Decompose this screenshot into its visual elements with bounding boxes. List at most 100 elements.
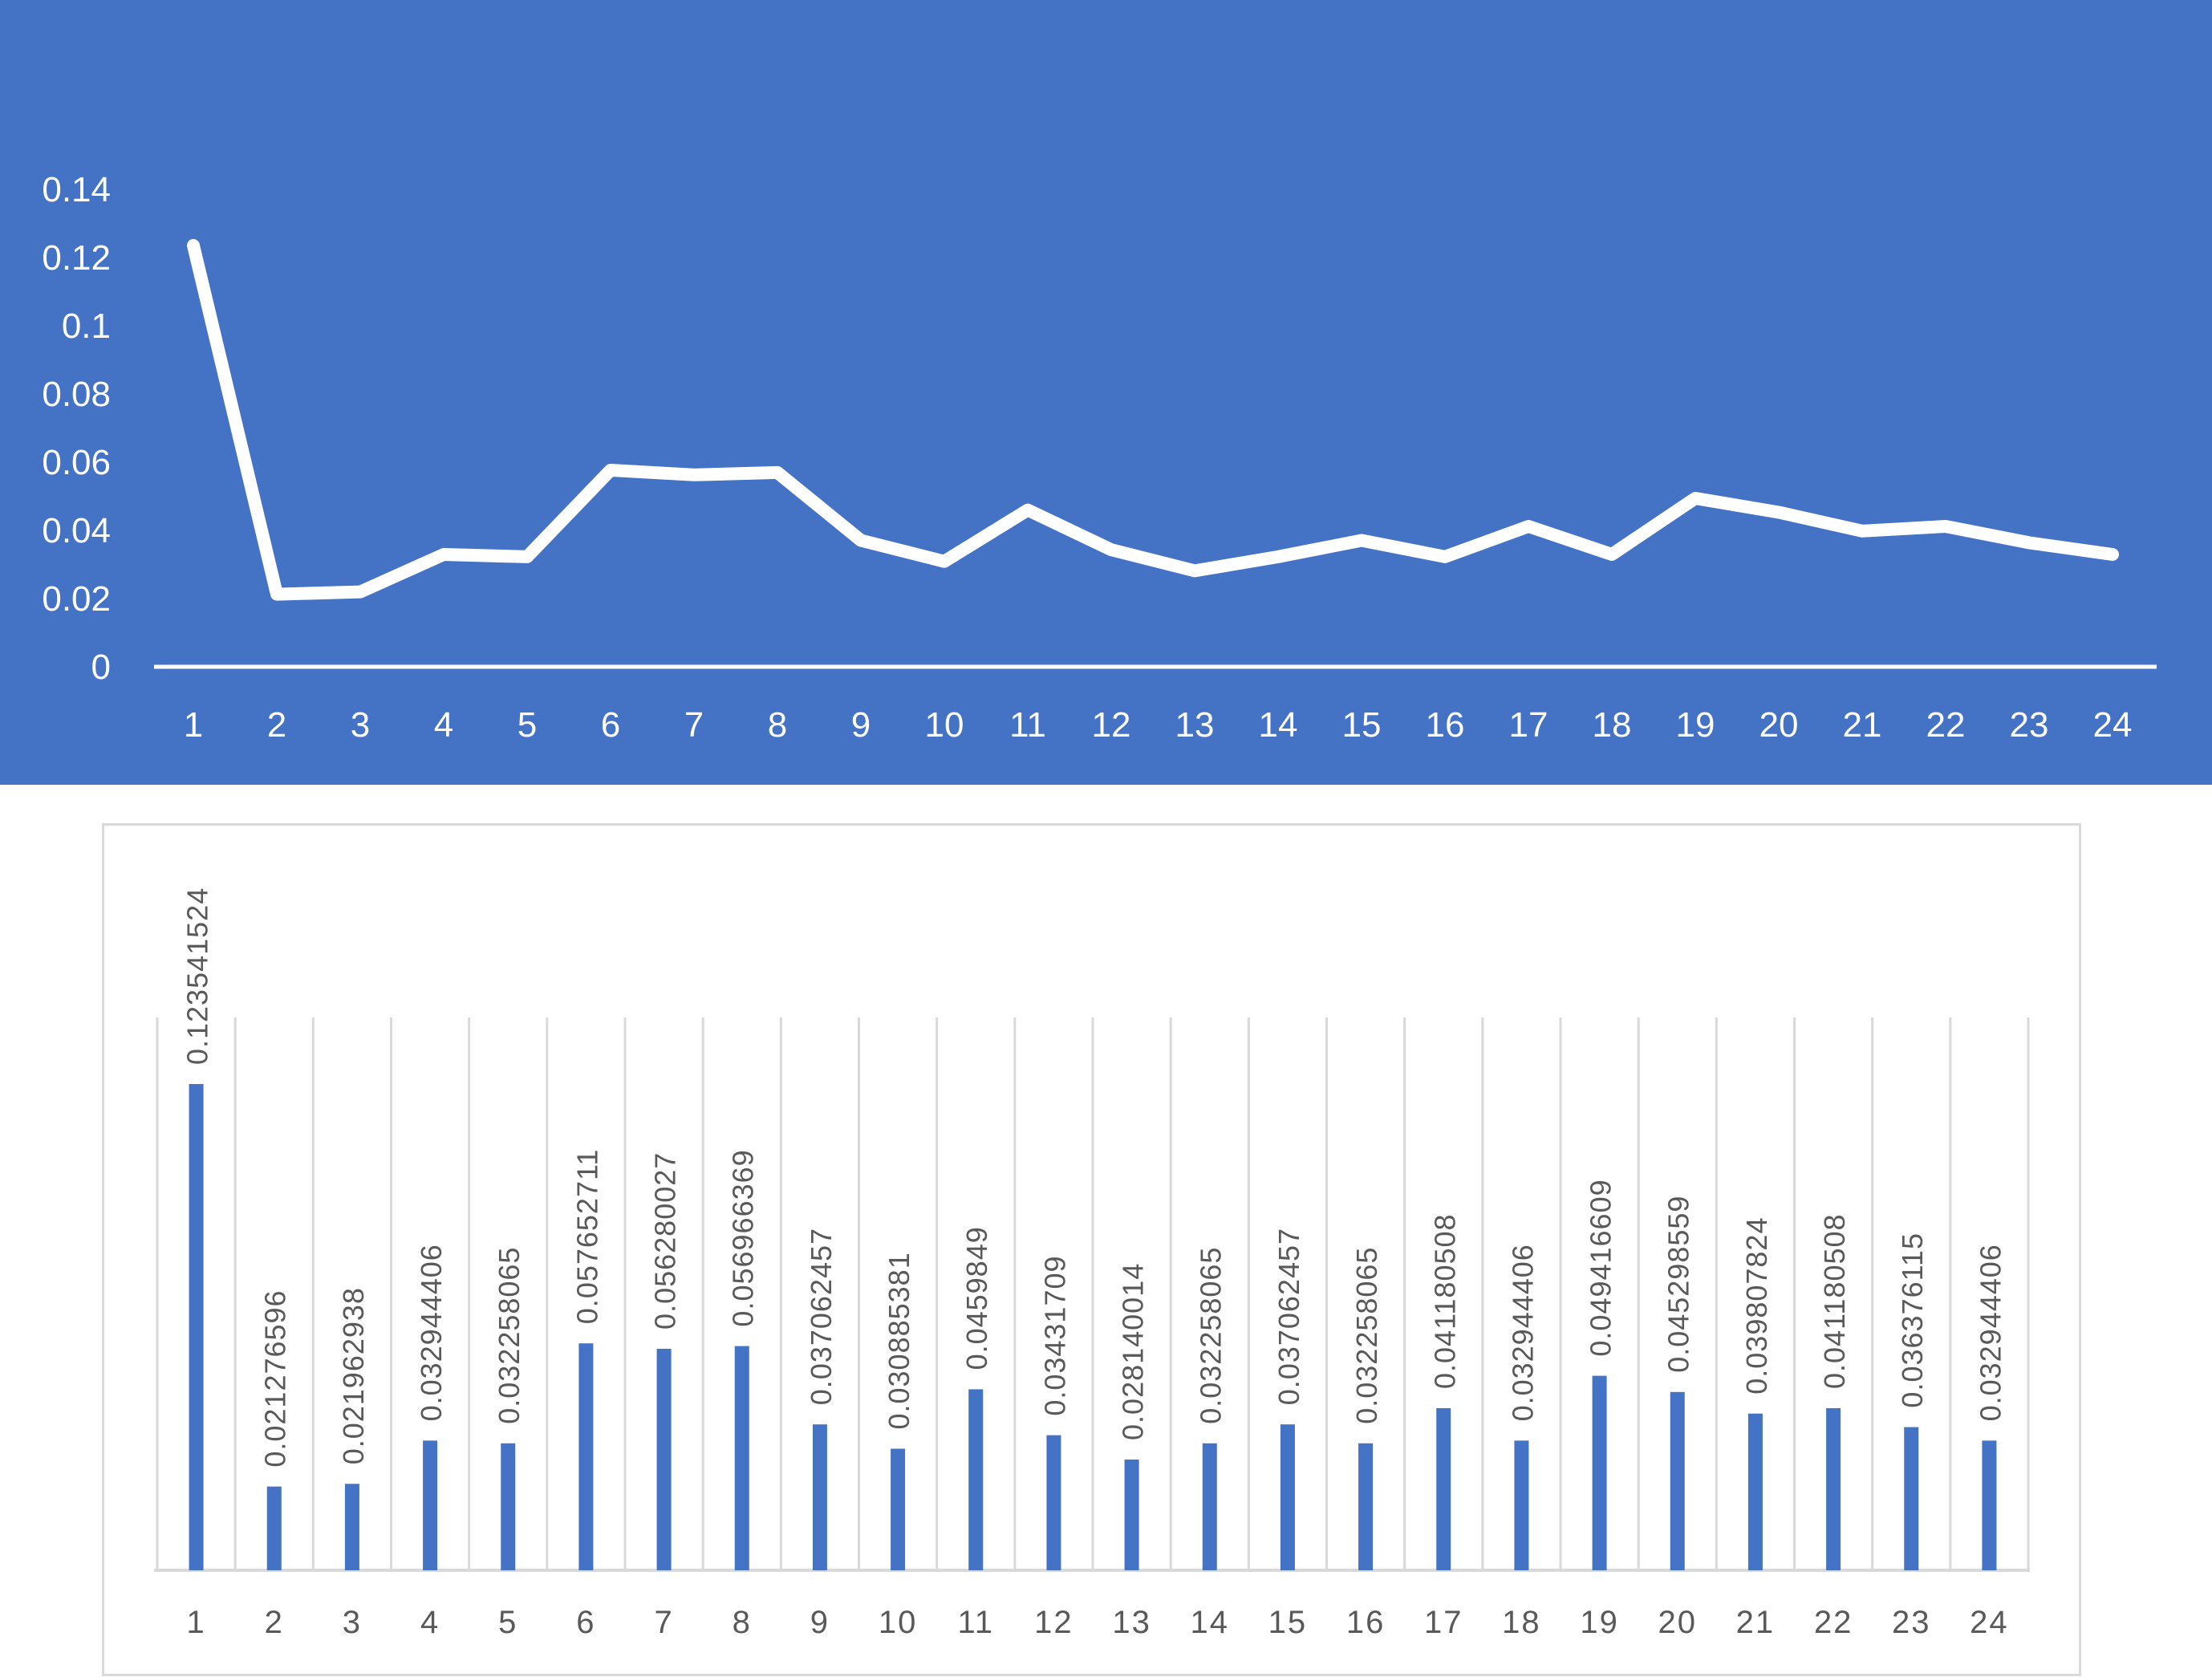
- data-label: 0.032258065: [1350, 1247, 1383, 1424]
- y-tick-label: 0.1: [62, 307, 111, 346]
- x-tick-label: 5: [498, 1605, 517, 1640]
- x-tick-label: 6: [576, 1605, 595, 1640]
- x-tick-label: 11: [957, 1605, 994, 1640]
- bar: [423, 1440, 438, 1570]
- x-tick-label: 2: [267, 705, 286, 745]
- y-tick-label: 0.02: [42, 579, 111, 619]
- bar: [578, 1343, 594, 1570]
- bar: [266, 1486, 282, 1570]
- x-tick-label: 17: [1509, 705, 1548, 745]
- x-tick-label: 20: [1658, 1605, 1698, 1640]
- data-label: 0.049416609: [1585, 1179, 1617, 1356]
- x-tick-label: 14: [1191, 1605, 1230, 1640]
- x-tick-label: 14: [1259, 705, 1298, 745]
- data-label: 0.045298559: [1662, 1196, 1695, 1373]
- x-tick-label: 24: [1970, 1605, 2009, 1640]
- bar: [812, 1424, 827, 1570]
- data-label: 0.036376115: [1896, 1232, 1929, 1408]
- data-label: 0.041180508: [1818, 1213, 1851, 1389]
- data-label: 0.056280027: [649, 1152, 682, 1330]
- x-tick-label: 2: [265, 1605, 284, 1640]
- x-tick-label: 12: [1034, 1605, 1074, 1640]
- bar: [1747, 1413, 1763, 1570]
- x-tick-label: 23: [2010, 705, 2049, 745]
- x-tick-label: 21: [1843, 705, 1882, 745]
- x-tick-label: 13: [1112, 1605, 1151, 1640]
- x-tick-label: 9: [851, 705, 871, 745]
- data-label: 0.123541524: [181, 887, 214, 1065]
- data-label: 0.037062457: [1272, 1228, 1305, 1405]
- bar: [1124, 1459, 1139, 1570]
- data-label: 0.032258065: [1195, 1247, 1228, 1424]
- y-tick-label: 0.08: [42, 375, 111, 414]
- series-line: [187, 238, 2119, 601]
- x-tick-label: 24: [2093, 705, 2133, 745]
- data-label: 0.057652711: [570, 1149, 603, 1325]
- data-label: 0.028140014: [1117, 1263, 1150, 1440]
- x-tick-label: 22: [1814, 1605, 1853, 1640]
- data-label: 0.021276596: [259, 1289, 292, 1467]
- x-tick-label: 18: [1502, 1605, 1541, 1640]
- bar: [968, 1389, 984, 1570]
- x-tick-label: 4: [434, 705, 453, 745]
- x-tick-label: 22: [1926, 705, 1966, 745]
- bar: [1046, 1435, 1061, 1570]
- bar: [1514, 1440, 1529, 1570]
- x-tick-label: 10: [879, 1605, 918, 1640]
- bar: [656, 1348, 672, 1570]
- x-tick-label: 15: [1268, 1605, 1308, 1640]
- x-tick-label: 3: [343, 1605, 362, 1640]
- x-tick-label: 7: [654, 1605, 673, 1640]
- bar: [1436, 1408, 1451, 1570]
- data-label: 0.056966369: [727, 1149, 760, 1326]
- x-tick-label: 21: [1736, 1605, 1776, 1640]
- x-tick-label: 5: [517, 705, 537, 745]
- x-tick-label: 23: [1892, 1605, 1931, 1640]
- x-tick-label: 8: [733, 1605, 752, 1640]
- y-tick-label: 0.14: [42, 170, 111, 209]
- x-tick-label: 7: [684, 705, 704, 745]
- x-tick-label: 17: [1424, 1605, 1463, 1640]
- x-tick-label: 20: [1759, 705, 1799, 745]
- data-label: 0.032258065: [493, 1247, 526, 1424]
- x-tick-label: 13: [1175, 705, 1215, 745]
- x-tick-label: 8: [768, 705, 787, 745]
- line-chart: 00.020.040.060.080.10.120.14 1 2 3 4 5 6 7 8 9 10…: [42, 170, 2157, 745]
- bar: [1358, 1443, 1374, 1570]
- data-label: 0.039807824: [1740, 1217, 1773, 1395]
- x-tick-label: 19: [1580, 1605, 1619, 1640]
- data-label: 0.032944406: [1974, 1244, 2007, 1421]
- x-tick-label: 1: [184, 705, 203, 745]
- bar: [734, 1346, 749, 1570]
- bar: [1826, 1408, 1841, 1570]
- bar: [501, 1443, 516, 1570]
- x-tick-label: 11: [1009, 705, 1046, 745]
- data-label: 0.037062457: [805, 1228, 838, 1405]
- bar: [189, 1084, 204, 1570]
- x-tick-label: 16: [1346, 1605, 1386, 1640]
- data-label: 0.032944406: [1506, 1244, 1539, 1421]
- data-label: 0.021962938: [337, 1287, 370, 1464]
- bar: [1670, 1391, 1685, 1570]
- x-tick-label: 1: [186, 1605, 205, 1640]
- data-label: 0.03431709: [1038, 1255, 1071, 1415]
- bar: [1904, 1427, 1919, 1570]
- data-label: 0.030885381: [883, 1252, 915, 1429]
- x-tick-label: 16: [1426, 705, 1465, 745]
- bar: [1280, 1424, 1295, 1570]
- bar: [344, 1484, 359, 1570]
- y-tick-label: 0: [91, 648, 111, 687]
- data-label: 0.032944406: [415, 1244, 448, 1421]
- x-tick-label: 10: [925, 705, 964, 745]
- x-tick-label: 6: [601, 705, 620, 745]
- data-label: 0.041180508: [1428, 1213, 1461, 1389]
- x-tick-label: 4: [420, 1605, 440, 1640]
- x-tick-label: 9: [810, 1605, 830, 1640]
- bar: [1982, 1440, 1997, 1570]
- x-tick-label: 12: [1092, 705, 1131, 745]
- y-tick-label: 0.12: [42, 238, 111, 278]
- line-chart-panel: 0 0.02 0.04 0.06 0.08 0.1 0.12 0.14 1 2 3 4 5 6 7 8 9 10…: [0, 0, 2212, 785]
- x-tick-label: 19: [1676, 705, 1715, 745]
- bar: [1592, 1375, 1607, 1570]
